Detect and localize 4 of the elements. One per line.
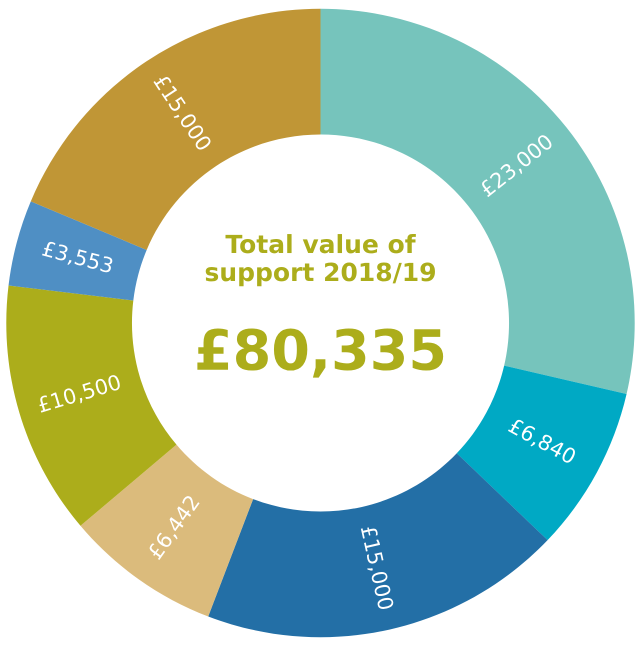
- data-label: £3,553: [41, 240, 114, 276]
- text: £80,335: [197, 328, 444, 378]
- data-label: £15,000: [358, 525, 394, 611]
- text: Total value of support 2018/19: [206, 234, 435, 286]
